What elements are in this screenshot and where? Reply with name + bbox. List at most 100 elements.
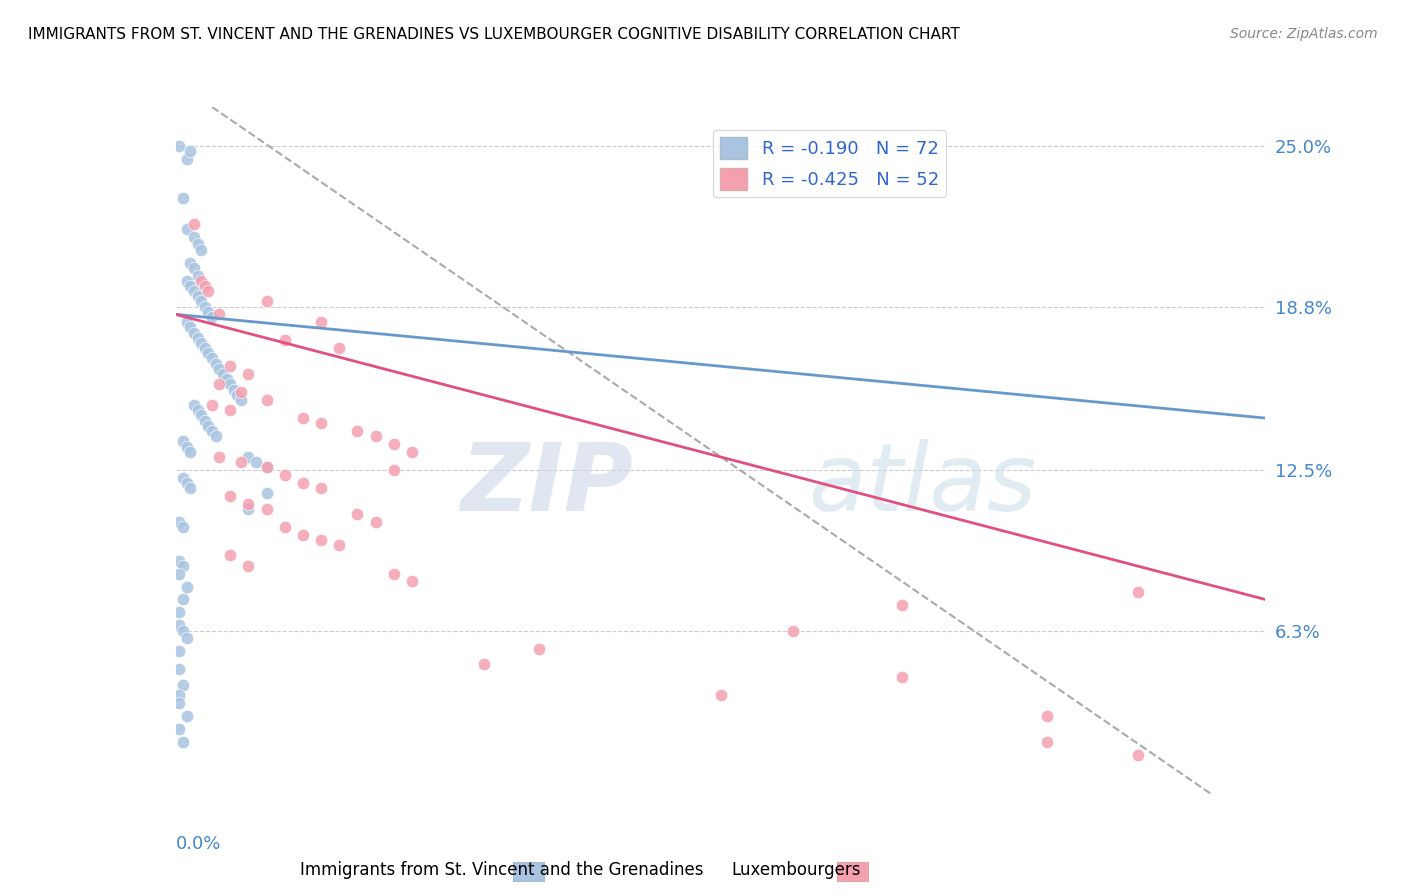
Text: Source: ZipAtlas.com: Source: ZipAtlas.com — [1230, 27, 1378, 41]
Point — [231, 392, 253, 407]
Point — [186, 237, 209, 252]
Point — [172, 678, 194, 692]
Point — [176, 315, 198, 329]
Point — [208, 450, 231, 464]
Point — [172, 520, 194, 534]
Point — [215, 372, 238, 386]
Point — [190, 243, 212, 257]
Point — [231, 455, 253, 469]
Text: 0.0%: 0.0% — [176, 835, 221, 853]
Point — [190, 294, 212, 309]
Point — [309, 416, 332, 430]
Point — [201, 424, 224, 438]
Point — [186, 289, 209, 303]
Point — [183, 217, 205, 231]
Point — [179, 481, 201, 495]
Point — [190, 409, 212, 423]
Point — [172, 592, 194, 607]
Point — [1128, 747, 1150, 762]
Point — [274, 520, 297, 534]
Text: Luxembourgers: Luxembourgers — [731, 861, 860, 879]
Point — [176, 709, 198, 723]
Point — [169, 139, 191, 153]
Point — [186, 331, 209, 345]
Point — [176, 475, 198, 490]
Point — [291, 475, 314, 490]
Point — [328, 538, 350, 552]
Point — [179, 255, 201, 269]
Text: atlas: atlas — [807, 439, 1036, 531]
Point — [346, 507, 368, 521]
Point — [172, 471, 194, 485]
Point — [226, 388, 249, 402]
Point — [190, 335, 212, 350]
Point — [176, 440, 198, 454]
Point — [208, 377, 231, 392]
Point — [169, 566, 191, 581]
Point — [197, 305, 219, 319]
Text: Immigrants from St. Vincent and the Grenadines: Immigrants from St. Vincent and the Gren… — [299, 861, 703, 879]
Point — [201, 351, 224, 366]
Point — [169, 644, 191, 658]
Point — [204, 429, 226, 443]
Point — [245, 455, 267, 469]
Text: IMMIGRANTS FROM ST. VINCENT AND THE GRENADINES VS LUXEMBOURGER COGNITIVE DISABIL: IMMIGRANTS FROM ST. VINCENT AND THE GREN… — [28, 27, 960, 42]
Point — [309, 315, 332, 329]
Point — [176, 222, 198, 236]
Point — [891, 670, 914, 684]
Point — [186, 403, 209, 417]
Point — [169, 689, 191, 703]
Point — [364, 515, 387, 529]
Point — [238, 367, 260, 381]
Point — [1036, 735, 1059, 749]
Point — [364, 429, 387, 443]
Point — [183, 326, 205, 340]
Point — [179, 320, 201, 334]
Point — [219, 359, 242, 374]
Point — [169, 663, 191, 677]
Point — [197, 284, 219, 298]
Point — [710, 689, 733, 703]
Point — [183, 398, 205, 412]
Point — [1128, 584, 1150, 599]
Point — [179, 444, 201, 458]
Point — [382, 437, 405, 451]
Point — [328, 341, 350, 355]
Point — [208, 307, 231, 321]
Point — [204, 357, 226, 371]
Text: ZIP: ZIP — [461, 439, 633, 531]
Point — [169, 515, 191, 529]
Point — [274, 334, 297, 348]
Point — [256, 460, 278, 475]
Point — [238, 450, 260, 464]
Point — [169, 606, 191, 620]
Point — [291, 527, 314, 541]
Point — [309, 481, 332, 495]
Point — [194, 278, 217, 293]
Point — [238, 501, 260, 516]
Point — [176, 152, 198, 166]
Point — [197, 418, 219, 433]
Point — [176, 580, 198, 594]
Point — [186, 268, 209, 283]
Point — [238, 558, 260, 573]
Point — [219, 489, 242, 503]
Point — [222, 383, 245, 397]
Point — [183, 229, 205, 244]
Point — [219, 377, 242, 392]
Point — [219, 549, 242, 563]
Point — [382, 566, 405, 581]
Point — [782, 624, 804, 638]
Point — [194, 414, 217, 428]
Point — [274, 468, 297, 483]
Point — [169, 722, 191, 736]
Point — [190, 274, 212, 288]
Point — [172, 558, 194, 573]
Point — [256, 392, 278, 407]
Point — [346, 424, 368, 438]
Point — [172, 191, 194, 205]
Point — [179, 144, 201, 158]
Point — [194, 341, 217, 355]
Point — [169, 696, 191, 710]
Point — [238, 497, 260, 511]
